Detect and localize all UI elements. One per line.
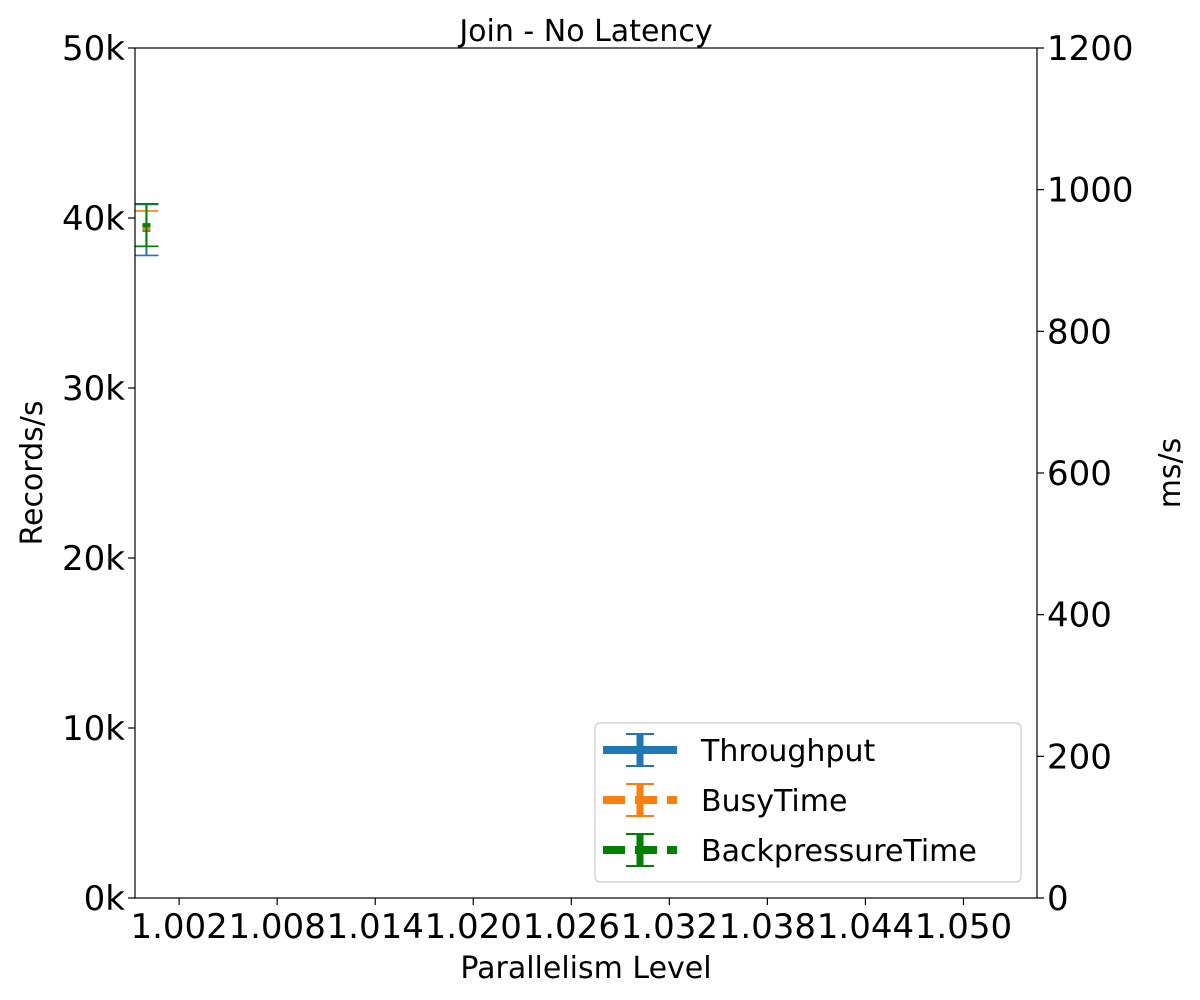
legend-label: Throughput xyxy=(700,734,875,769)
right-y-tick-label: 600 xyxy=(1047,454,1112,494)
right-y-tick-label: 1000 xyxy=(1047,171,1134,211)
chart-title: Join - No Latency xyxy=(457,14,712,49)
legend-box xyxy=(594,722,1022,883)
legend: Throughput BusyTime BackpressureTime xyxy=(594,722,1022,883)
left-y-tick-label: 20k xyxy=(62,539,125,579)
legend-label: BackpressureTime xyxy=(701,834,977,869)
right-y-tick-label: 400 xyxy=(1047,596,1112,636)
right-y-axis-label: ms/s xyxy=(1153,438,1188,509)
x-tick-label: 1.020 xyxy=(425,907,522,947)
x-axis: 1.002 1.008 1.014 1.020 1.026 1.032 1.038 1.044… xyxy=(130,898,1012,947)
left-y-tick-label: 0k xyxy=(84,879,126,919)
x-tick-label: 1.050 xyxy=(915,907,1012,947)
plot-marks xyxy=(135,203,159,257)
right-y-tick-label: 200 xyxy=(1047,737,1112,777)
left-y-tick-label: 40k xyxy=(62,199,125,239)
right-y-tick-label: 0 xyxy=(1047,879,1069,919)
right-y-tick-label: 800 xyxy=(1047,312,1112,352)
x-tick-label: 1.014 xyxy=(327,907,424,947)
left-y-tick-label: 50k xyxy=(62,29,125,69)
x-tick-label: 1.002 xyxy=(130,907,227,947)
legend-label: BusyTime xyxy=(701,784,847,819)
x-tick-label: 1.032 xyxy=(621,907,718,947)
right-y-axis: 0 200 400 600 800 1000 1200 xyxy=(1037,29,1134,919)
right-y-tick-label: 1200 xyxy=(1047,29,1134,69)
legend-item-busytime: BusyTime xyxy=(603,783,847,819)
left-y-tick-label: 10k xyxy=(62,709,125,749)
x-tick-label: 1.038 xyxy=(719,907,816,947)
x-axis-label: Parallelism Level xyxy=(460,951,711,986)
legend-item-backpressuretime: BackpressureTime xyxy=(603,833,977,869)
series-backpressuretime xyxy=(135,203,159,248)
left-y-axis: 0k 10k 20k 30k 40k 50k xyxy=(62,29,135,919)
x-tick-label: 1.008 xyxy=(228,907,325,947)
x-tick-label: 1.026 xyxy=(523,907,620,947)
left-y-axis-label: Records/s xyxy=(15,400,50,545)
left-y-tick-label: 30k xyxy=(62,369,125,409)
legend-item-throughput: Throughput xyxy=(603,733,875,769)
x-tick-label: 1.044 xyxy=(817,907,914,947)
